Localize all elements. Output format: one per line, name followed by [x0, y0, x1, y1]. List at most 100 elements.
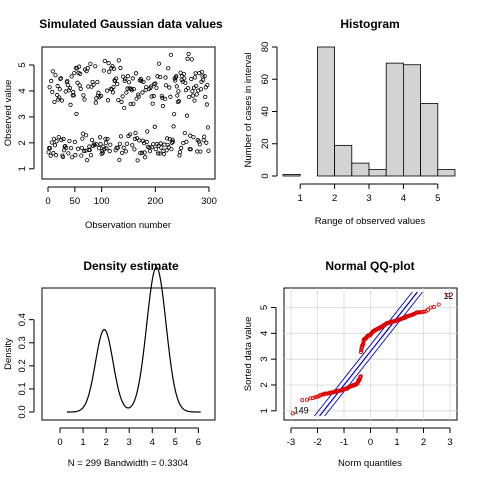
scatter-point	[139, 78, 144, 84]
scatter-point	[79, 145, 84, 151]
x-tick-label: 4	[401, 193, 406, 204]
scatter-point	[144, 139, 149, 144]
y-tick-label: 40	[260, 106, 271, 117]
qqplot-point	[308, 396, 313, 401]
scatter-point	[142, 150, 147, 155]
scatter-point	[155, 74, 160, 79]
scatter-point	[82, 97, 87, 102]
scatter-point	[139, 150, 145, 155]
scatter-point	[115, 81, 120, 87]
qqplot-reference-line	[314, 291, 413, 417]
qqplot-point	[311, 396, 316, 401]
scatter-point	[147, 149, 153, 154]
scatter-point	[188, 147, 193, 152]
scatter-point	[166, 145, 171, 150]
x-tick-label: 2	[332, 193, 337, 204]
scatter-point	[157, 151, 162, 156]
qqplot-reference-line	[324, 291, 423, 417]
x-tick-label: 2	[421, 437, 426, 448]
scatter-point	[74, 111, 79, 117]
scatter-point	[102, 58, 107, 64]
y-tick-label: 20	[260, 138, 271, 149]
scatter-point	[57, 95, 62, 100]
scatter-point	[50, 69, 55, 74]
scatter-point	[118, 65, 123, 71]
histogram-bar	[385, 62, 404, 177]
scatter-point	[48, 145, 53, 151]
x-tick-label: 4	[150, 437, 155, 448]
panel-histogram: Histogram 1 2 3 4 5 0 20 40 60 80 Range of obser…	[243, 17, 456, 227]
scatter-point	[107, 149, 112, 154]
scatter-point	[78, 71, 83, 76]
scatter-point	[52, 143, 58, 148]
scatter-point	[170, 139, 176, 144]
scatter-point	[158, 74, 163, 80]
x-tick-label: 1	[298, 193, 303, 204]
scatter-point	[103, 136, 108, 141]
scatter-point	[110, 90, 116, 95]
scatter-point	[130, 143, 135, 148]
scatter-point	[71, 89, 76, 95]
scatter-point	[170, 137, 175, 142]
y-tick-label: 0.2	[17, 359, 28, 372]
scatter-point	[171, 124, 176, 129]
density-y-axis: 0.0 0.1 0.2 0.3 0.4	[17, 313, 35, 419]
scatter-point	[56, 97, 61, 102]
scatter-point	[66, 88, 72, 93]
histogram-bars	[282, 46, 456, 177]
scatter-point	[189, 76, 194, 82]
x-tick-label: 300	[201, 196, 217, 207]
scatter-point	[69, 74, 74, 79]
x-tick-label: 6	[196, 437, 201, 448]
scatter-point	[58, 76, 63, 81]
scatter-point	[164, 148, 169, 153]
scatter-point	[124, 90, 129, 95]
scatter-point	[198, 87, 204, 92]
scatter-point	[155, 151, 161, 156]
qqplot-reference-line	[319, 291, 418, 417]
scatter-point	[91, 82, 96, 87]
scatter-point	[104, 146, 109, 151]
y-tick-label: 3	[17, 114, 28, 119]
scatter-point	[92, 142, 97, 148]
histogram-bar	[420, 103, 439, 177]
qqplot-x-axis: -3 -2 -1 0 1 2 3	[287, 427, 453, 448]
scatter-point	[71, 93, 76, 98]
x-tick-label: 3	[127, 437, 132, 448]
y-tick-label: 1	[259, 408, 270, 413]
density-x-axis: 0 1 2 3 4 5 6	[57, 427, 201, 448]
qqplot-point	[305, 397, 310, 402]
scatter-point	[205, 125, 211, 130]
y-tick-label: 1	[17, 166, 28, 171]
scatter-point	[123, 149, 128, 154]
x-tick-label: 1	[394, 437, 399, 448]
scatter-point	[55, 83, 60, 89]
y-tick-label: 0.1	[17, 382, 28, 395]
scatter-point	[140, 138, 146, 143]
scatter-point	[152, 124, 157, 129]
scatter-point	[163, 75, 168, 80]
scatter-point	[203, 94, 208, 100]
scatter-point	[88, 153, 94, 158]
scatter-point	[144, 85, 149, 90]
x-tick-label: 0	[57, 437, 62, 448]
scatter-point	[111, 66, 117, 71]
scatter-point	[174, 74, 179, 79]
scatter-point	[54, 139, 59, 144]
scatter-point	[202, 74, 207, 79]
qqplot-point	[436, 302, 441, 307]
x-tick-label: -1	[340, 437, 348, 448]
scatter-point	[161, 152, 167, 157]
x-tick-label: 1	[80, 437, 85, 448]
scatter-point	[113, 148, 118, 153]
scatter-point	[190, 89, 195, 94]
scatter-point	[169, 147, 174, 152]
x-tick-label: -3	[287, 437, 295, 448]
scatter-point	[122, 78, 127, 83]
scatter-point	[128, 101, 133, 107]
scatter-title: Simulated Gaussian data values	[39, 17, 223, 31]
scatter-point	[191, 134, 196, 140]
scatter-point	[119, 150, 125, 155]
scatter-point	[49, 78, 54, 84]
